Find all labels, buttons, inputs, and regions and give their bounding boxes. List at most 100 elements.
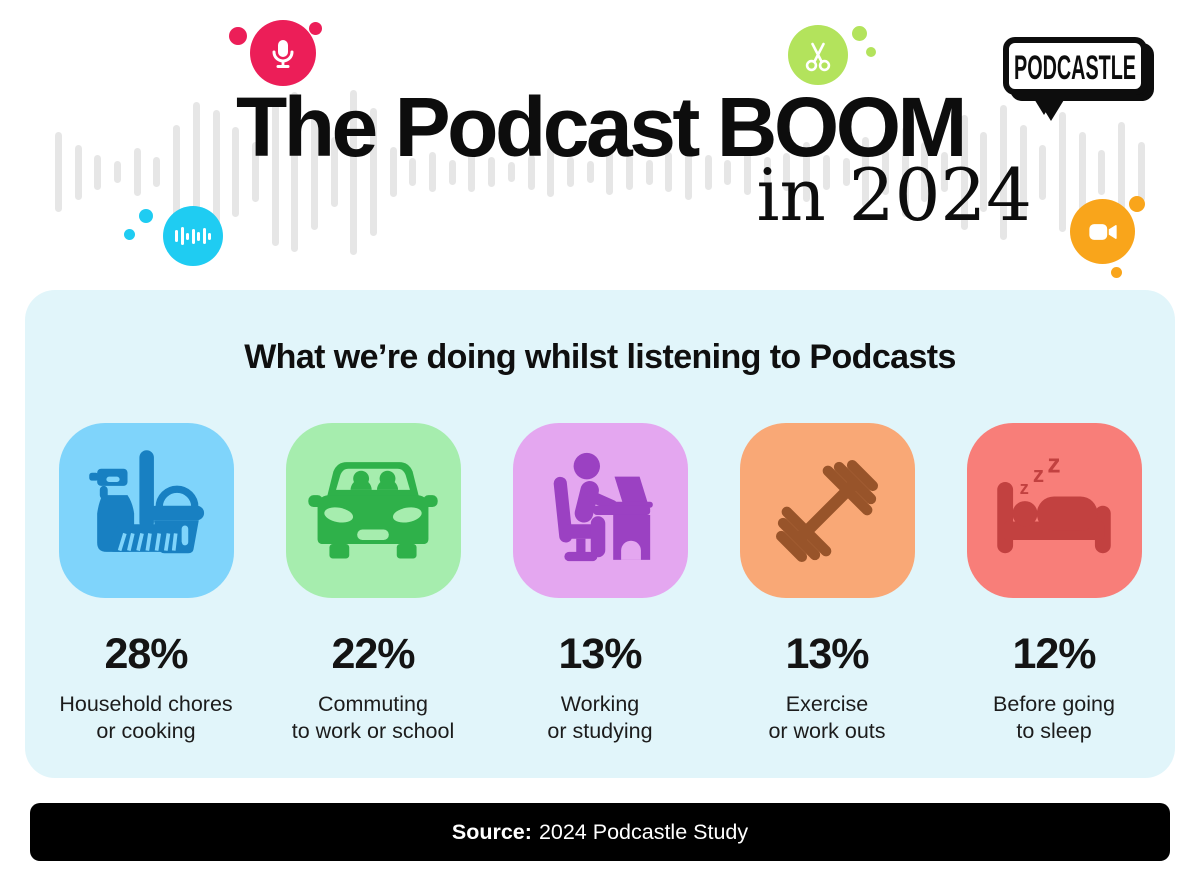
stat-label: Household chores or cooking: [59, 692, 233, 743]
waveform-bar: [330, 137, 338, 207]
audio-wave-icon-bar: [191, 228, 195, 244]
waveform-bar: [409, 158, 417, 186]
stat-card-working: 13% Working or studying: [500, 423, 700, 744]
waveform-bar: [133, 148, 141, 196]
decor-dot: [229, 27, 247, 45]
stat-cards-row: 28% Household chores or cooking: [25, 423, 1175, 744]
audio-wave-icon-bar: [175, 230, 178, 242]
source-text: 2024 Podcastle Study: [538, 819, 749, 844]
exercise-tile: [739, 423, 915, 598]
stat-label: Commuting to work or school: [291, 692, 455, 743]
svg-text:z: z: [1033, 461, 1044, 486]
waveform-bar: [901, 127, 909, 217]
desk-work-icon: [553, 452, 653, 561]
stat-label: Exercise or work outs: [768, 692, 886, 743]
waveform-bar: [586, 161, 594, 183]
decor-dot: [309, 22, 322, 35]
waveform-bar: [251, 142, 259, 202]
logo-text: PODCASTLE: [1014, 49, 1136, 87]
scissors-icon: [805, 42, 831, 72]
source-bar: Source: 2024 Podcastle Study: [30, 803, 1170, 861]
waveform-bar: [763, 157, 771, 187]
audio-wave-icon-bar: [186, 232, 189, 240]
waveform-bar: [94, 154, 102, 190]
waveform-bar: [921, 142, 929, 202]
audio-wave-icon: [175, 227, 211, 245]
svg-text:z: z: [1020, 476, 1029, 497]
waveform-bar: [783, 153, 791, 191]
audio-wave-icon-bar: [208, 232, 211, 240]
waveform-bar: [1137, 142, 1145, 202]
waveform-bar: [192, 102, 200, 242]
waveform-bar: [527, 154, 535, 190]
waveform-bar: [153, 157, 161, 187]
waveform-bar: [803, 142, 811, 202]
content-panel: What we’re doing whilst listening to Pod…: [25, 290, 1175, 778]
waveform-bar: [665, 152, 673, 192]
stat-card-exercise: 13% Exercise or work outs: [727, 423, 927, 744]
commuting-tile: [285, 423, 461, 598]
waveform-bar: [310, 114, 318, 230]
audio-wave-badge: [163, 206, 223, 266]
decor-dot: [1111, 267, 1122, 278]
stat-percent: 13%: [558, 630, 642, 678]
waveform-bar: [1019, 124, 1027, 220]
waveform-bar: [606, 149, 614, 195]
waveform-bar: [822, 154, 830, 190]
waveform-bar: [1000, 104, 1007, 240]
waveform-bar: [625, 154, 633, 190]
waveform-bar: [212, 109, 220, 235]
waveform-bar: [488, 157, 496, 187]
waveform-bar: [881, 149, 889, 195]
waveform-bar: [350, 89, 358, 255]
waveform-bar: [645, 159, 653, 185]
stat-card-commuting: 22% Commuting to work or school: [273, 423, 473, 744]
waveform-bar: [547, 147, 555, 197]
podcastle-logo: PODCASTLE: [1002, 36, 1167, 127]
working-tile: [512, 423, 688, 598]
waveform-bar: [74, 144, 82, 200]
waveform-bar: [566, 157, 574, 187]
waveform-bar: [940, 152, 948, 192]
waveform-bar: [704, 154, 712, 190]
waveform-bar: [1039, 144, 1047, 200]
audio-wave-icon-bar: [180, 227, 184, 245]
waveform-bar: [724, 159, 732, 185]
decor-dot: [139, 209, 153, 223]
stat-percent: 12%: [1012, 630, 1096, 678]
waveform-bar: [507, 162, 515, 182]
waveform-bar: [862, 137, 870, 207]
waveform-bar: [173, 124, 181, 220]
scissors-badge: [788, 25, 848, 85]
source-label: Source:: [451, 819, 532, 844]
waveform-bar: [448, 159, 456, 185]
decor-dot: [124, 229, 135, 240]
svg-text:z: z: [1047, 448, 1060, 478]
waveform-bar: [1118, 122, 1126, 222]
header: The Podcast BOOM in 2024: [0, 0, 1200, 290]
waveform-bar: [271, 98, 279, 246]
waveform-bar: [1078, 132, 1086, 212]
decor-dot: [852, 26, 867, 41]
sleep-tile: z z z: [966, 423, 1142, 598]
waveform-bar: [232, 127, 240, 217]
audio-wave-icon-bar: [202, 228, 206, 244]
waveform-bar: [389, 147, 397, 197]
waveform-bar: [429, 152, 437, 192]
audio-waveform-decoration: [55, 0, 1145, 344]
waveform-bar: [114, 161, 122, 183]
waveform-bar: [468, 152, 476, 192]
decor-dot: [866, 47, 876, 57]
video-camera-icon: [1088, 223, 1117, 240]
stat-card-sleep: z z z 12% Before going to sleep: [954, 423, 1154, 744]
stat-label: Working or studying: [547, 692, 653, 743]
decor-dot: [1129, 196, 1145, 212]
microphone-icon: [272, 40, 294, 68]
waveform-bar: [370, 108, 377, 236]
stat-card-household: 28% Household chores or cooking: [46, 423, 246, 744]
waveform-bar: [685, 144, 692, 200]
car-icon: [308, 461, 438, 559]
page-title: The Podcast BOOM: [235, 80, 968, 174]
waveform-bar: [842, 158, 850, 186]
waveform-bar: [960, 114, 968, 230]
